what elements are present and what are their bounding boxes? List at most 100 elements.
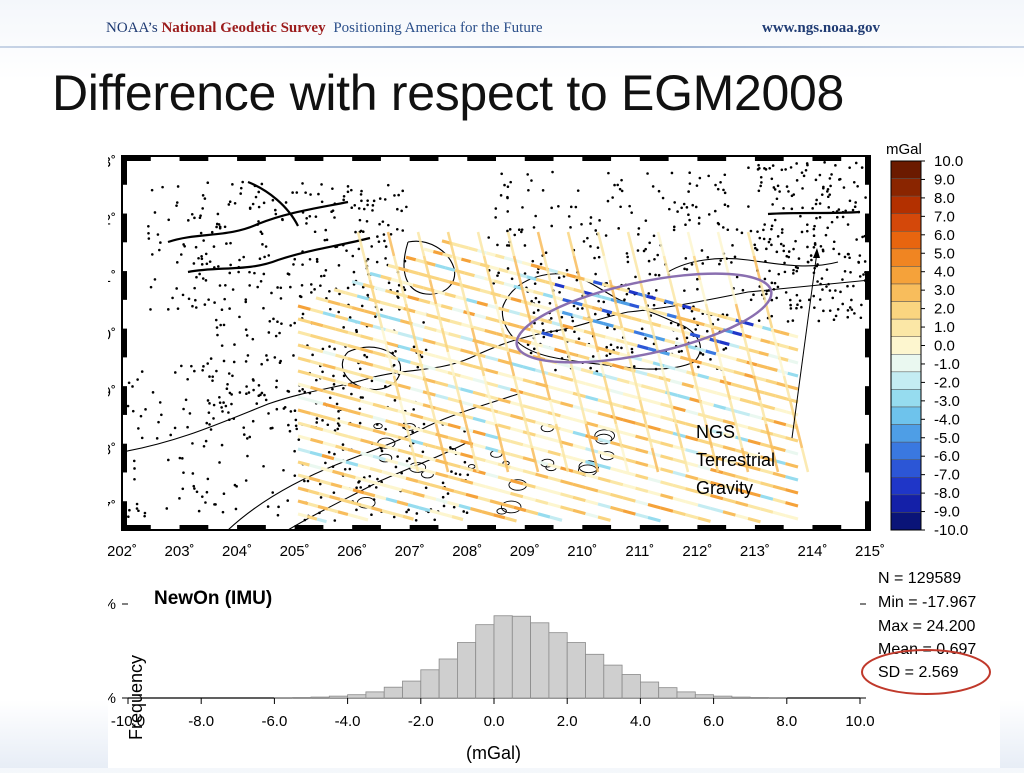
gravity-point bbox=[243, 433, 246, 436]
stat-max: Max = 24.200 bbox=[878, 618, 976, 635]
gravity-point bbox=[207, 298, 210, 301]
colorbar-cell bbox=[891, 495, 921, 513]
gravity-point bbox=[776, 197, 779, 200]
gravity-point bbox=[534, 215, 537, 218]
gravity-point bbox=[228, 307, 231, 310]
gravity-point bbox=[830, 173, 833, 176]
gravity-point bbox=[781, 228, 784, 231]
colorbar-cell bbox=[891, 284, 921, 302]
gravity-point bbox=[413, 346, 416, 349]
gravity-point bbox=[245, 360, 248, 363]
gravity-point bbox=[276, 286, 279, 289]
gravity-point bbox=[380, 308, 383, 311]
gravity-point bbox=[534, 282, 537, 285]
border-tick bbox=[525, 525, 554, 530]
gravity-point bbox=[841, 278, 844, 281]
gravity-point bbox=[777, 235, 780, 238]
gravity-point bbox=[175, 204, 178, 207]
gravity-point bbox=[215, 319, 218, 322]
gravity-point bbox=[128, 381, 131, 384]
gravity-point bbox=[316, 260, 319, 263]
gravity-point bbox=[366, 220, 369, 223]
map-layer: 202˚203˚204˚205˚206˚207˚208˚209˚210˚211˚… bbox=[108, 154, 885, 560]
gravity-point bbox=[193, 370, 196, 373]
gravity-point bbox=[174, 371, 177, 374]
gravity-point bbox=[238, 259, 241, 262]
gravity-point bbox=[280, 297, 283, 300]
gravity-point bbox=[507, 185, 510, 188]
gravity-point bbox=[360, 199, 363, 202]
gravity-point bbox=[191, 213, 194, 216]
gravity-point bbox=[276, 320, 279, 323]
border-tick bbox=[237, 156, 266, 161]
gravity-point bbox=[592, 355, 595, 358]
gravity-point bbox=[219, 401, 222, 404]
gravity-point bbox=[196, 491, 199, 494]
gravity-point bbox=[826, 226, 829, 229]
gravity-point bbox=[803, 175, 806, 178]
gravity-point bbox=[856, 185, 859, 188]
histogram-x-tick-label: -4.0 bbox=[335, 713, 361, 730]
gravity-point bbox=[358, 248, 361, 251]
gravity-point bbox=[367, 258, 370, 261]
gravity-point bbox=[246, 437, 249, 440]
gravity-point bbox=[378, 223, 381, 226]
map-y-tick: 61˚ bbox=[108, 269, 116, 286]
colorbar-cell bbox=[891, 161, 921, 179]
gravity-point bbox=[506, 210, 509, 213]
colorbar-cell bbox=[891, 231, 921, 249]
border-tick bbox=[352, 156, 381, 161]
gravity-point bbox=[379, 197, 382, 200]
gravity-point bbox=[195, 276, 198, 279]
gravity-point bbox=[598, 256, 601, 259]
gravity-point bbox=[680, 206, 683, 209]
gravity-point bbox=[325, 269, 328, 272]
histogram-x-tick-label: 2.0 bbox=[557, 713, 578, 730]
gravity-point bbox=[545, 251, 548, 254]
gravity-point bbox=[805, 169, 808, 172]
gravity-point bbox=[860, 304, 863, 307]
gravity-point bbox=[722, 189, 725, 192]
gravity-point bbox=[248, 284, 251, 287]
ngs-brand: NOAA’s National Geodetic Survey Position… bbox=[106, 20, 542, 37]
gravity-point bbox=[607, 200, 610, 203]
gravity-point bbox=[798, 257, 801, 260]
gravity-point bbox=[855, 238, 858, 241]
gravity-point bbox=[653, 258, 656, 261]
gravity-point bbox=[275, 380, 278, 383]
gravity-point bbox=[320, 183, 323, 186]
histogram-x-tick-label: 4.0 bbox=[630, 713, 651, 730]
gravity-point bbox=[401, 190, 404, 193]
histogram-bar bbox=[476, 625, 494, 698]
gravity-point bbox=[838, 253, 841, 256]
gravity-point bbox=[361, 305, 364, 308]
gravity-point bbox=[316, 417, 319, 420]
gravity-point bbox=[530, 179, 533, 182]
gravity-point bbox=[806, 246, 809, 249]
gravity-point bbox=[342, 326, 345, 329]
gravity-point bbox=[527, 189, 530, 192]
gravity-point bbox=[782, 207, 785, 210]
gravity-point bbox=[181, 457, 184, 460]
gravity-point bbox=[687, 213, 690, 216]
gravity-point bbox=[768, 270, 771, 273]
gravity-point bbox=[770, 228, 773, 231]
gravity-point bbox=[246, 455, 249, 458]
gravity-point bbox=[217, 265, 220, 268]
gravity-point bbox=[345, 249, 348, 252]
gravity-point bbox=[741, 232, 744, 235]
gravity-point bbox=[281, 218, 284, 221]
gravity-point bbox=[193, 487, 196, 490]
gravity-point bbox=[260, 363, 263, 366]
gravity-point bbox=[849, 306, 852, 309]
gravity-point bbox=[195, 246, 198, 249]
gravity-point bbox=[558, 276, 561, 279]
website-link[interactable]: www.ngs.noaa.gov bbox=[762, 20, 880, 37]
gravity-point bbox=[466, 473, 469, 476]
border-tick bbox=[755, 525, 784, 530]
gravity-point bbox=[295, 419, 298, 422]
gravity-point bbox=[718, 263, 721, 266]
gravity-point bbox=[336, 428, 339, 431]
gravity-point bbox=[263, 273, 266, 276]
gravity-point bbox=[841, 303, 844, 306]
